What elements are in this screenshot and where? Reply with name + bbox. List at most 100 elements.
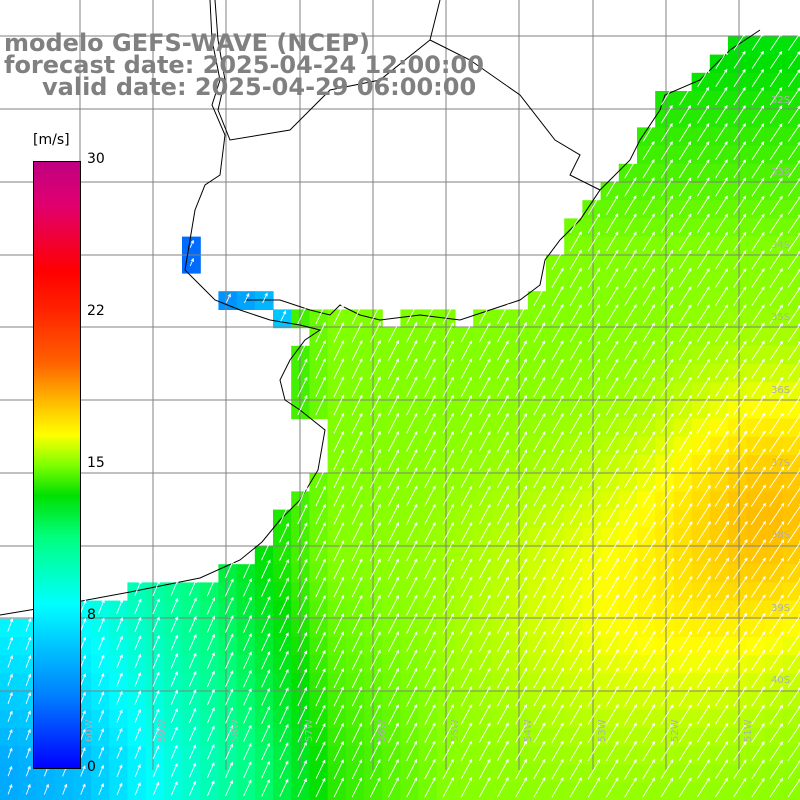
wind-arrow: [715, 104, 728, 124]
wind-arrow: [406, 467, 418, 489]
wind-arrow: [369, 339, 381, 361]
wind-arrow: [551, 685, 564, 707]
wind-arrow: [188, 762, 197, 778]
wind-arrow: [660, 141, 673, 161]
wind-arrow: [787, 741, 800, 761]
lat-label: 35S: [771, 312, 791, 323]
wind-arrow: [224, 651, 234, 670]
wind-arrow: [478, 485, 491, 507]
wind-arrow: [551, 485, 564, 507]
wind-cell: [527, 655, 547, 674]
lon-label: 58W: [230, 719, 241, 742]
wind-arrow: [297, 668, 308, 688]
wind-arrow: [769, 394, 784, 416]
wind-arrow: [787, 359, 800, 379]
lat-label: 36S: [771, 385, 791, 396]
wind-arrow: [733, 50, 746, 69]
wind-arrow: [642, 394, 656, 416]
wind-arrow: [369, 521, 381, 543]
wind-arrow: [751, 141, 765, 160]
wind-arrow: [587, 304, 600, 325]
wind-arrow: [369, 576, 381, 598]
wind-arrow: [751, 667, 766, 689]
wind-arrow: [442, 521, 454, 543]
lat-label: 39S: [771, 603, 791, 614]
wind-arrow: [714, 394, 729, 416]
wind-arrow: [660, 759, 674, 780]
wind-arrow: [660, 304, 674, 325]
wind-arrow: [279, 705, 289, 725]
wind-arrow: [696, 249, 710, 270]
wind-arrow: [333, 631, 344, 652]
wind-arrow: [351, 576, 363, 598]
wind-arrow: [225, 706, 234, 724]
wind-arrow: [714, 649, 729, 671]
wind-arrow: [297, 723, 307, 743]
wind-arrow: [642, 304, 655, 325]
wind-cell: [709, 291, 729, 310]
wind-arrow: [116, 727, 123, 741]
wind-arrow: [606, 777, 619, 798]
wind-arrow: [80, 728, 86, 741]
wind-arrow: [261, 705, 271, 724]
wind-arrow: [624, 267, 637, 288]
wind-arrow: [478, 631, 491, 653]
wind-arrow: [696, 575, 711, 598]
wind-arrow: [714, 502, 730, 526]
wind-arrow: [478, 649, 491, 671]
wind-arrow: [769, 412, 784, 434]
wind-arrow: [733, 286, 747, 306]
wind-arrow: [660, 557, 675, 580]
wind-arrow: [98, 654, 105, 669]
wind-cell: [582, 564, 602, 583]
wind-cell: [673, 455, 693, 474]
wind-arrow: [7, 636, 14, 650]
wind-arrow: [442, 340, 454, 361]
wind-arrow: [624, 758, 637, 780]
wind-arrow: [98, 746, 104, 759]
wind-arrow: [279, 723, 289, 743]
wind-arrow: [551, 267, 564, 288]
wind-arrow: [551, 285, 564, 307]
wind-arrow: [551, 758, 564, 780]
wind-arrow: [515, 539, 528, 562]
wind-cell: [582, 582, 602, 602]
wind-arrow: [315, 759, 326, 779]
wind-arrow: [515, 685, 528, 707]
valid-date: valid date: 2025-04-29 06:00:00: [42, 73, 477, 101]
wind-arrow: [587, 594, 601, 616]
wind-arrow: [769, 123, 783, 142]
wind-arrow: [751, 105, 765, 124]
wind-arrow: [406, 321, 418, 343]
wind-arrow: [224, 578, 234, 597]
wind-arrow: [388, 758, 399, 780]
wind-arrow: [478, 776, 491, 798]
forecast-date: forecast date: 2025-04-24 12:00:00: [4, 51, 484, 79]
wind-arrow: [152, 708, 160, 723]
wind-arrow: [243, 742, 252, 761]
wind-arrow: [787, 159, 800, 179]
wind-arrow: [297, 613, 308, 634]
wind-arrow: [351, 503, 363, 525]
wind-arrow: [678, 649, 693, 671]
wind-arrow: [660, 630, 674, 653]
wind-arrow: [624, 667, 638, 689]
wind-arrow: [261, 669, 271, 688]
wind-arrow: [170, 707, 178, 724]
wind-arrow: [587, 539, 601, 562]
wind-arrow: [715, 286, 729, 306]
wind-arrow: [460, 503, 473, 525]
wind-arrow: [460, 649, 473, 671]
wind-arrow: [569, 503, 583, 525]
wind-arrow: [170, 597, 179, 615]
wind-arrow: [751, 575, 766, 598]
wind-arrow: [660, 704, 674, 725]
wind-arrow: [587, 449, 601, 470]
wind-arrow: [406, 667, 418, 689]
wind-arrow: [697, 159, 710, 179]
wind-arrow: [678, 484, 693, 507]
wind-arrow: [769, 741, 783, 761]
wind-arrow: [624, 213, 637, 234]
wind-arrow: [678, 141, 692, 161]
wind-arrow: [587, 358, 601, 379]
